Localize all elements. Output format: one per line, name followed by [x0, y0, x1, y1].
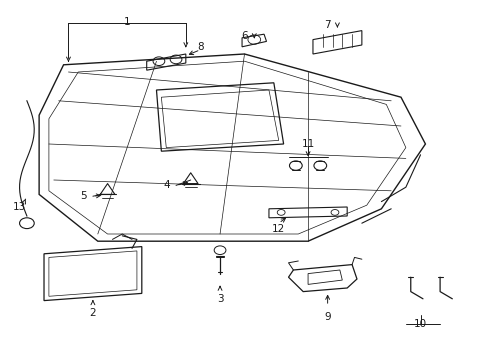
Text: 5: 5 — [80, 191, 86, 201]
Text: 1: 1 — [123, 17, 130, 27]
Text: 13: 13 — [13, 202, 26, 212]
Text: 11: 11 — [301, 139, 314, 149]
Text: 2: 2 — [89, 308, 96, 318]
Text: 9: 9 — [324, 312, 330, 322]
Text: 10: 10 — [413, 319, 426, 329]
Text: 6: 6 — [241, 31, 247, 41]
Text: 3: 3 — [216, 294, 223, 304]
Text: 12: 12 — [271, 224, 285, 234]
Text: 4: 4 — [163, 180, 169, 190]
Text: 8: 8 — [197, 42, 203, 52]
Text: 7: 7 — [324, 20, 330, 30]
